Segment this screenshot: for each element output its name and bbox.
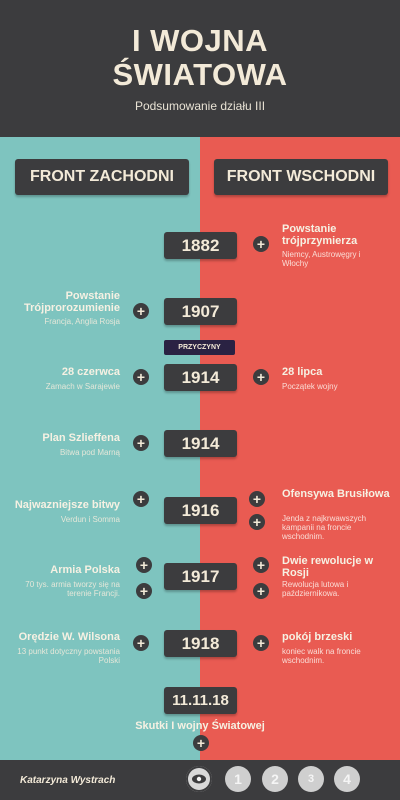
year-1918: 1918 — [164, 630, 237, 657]
event-desc: Verdun i Somma — [60, 515, 120, 524]
author-name: Katarzyna Wystrach — [20, 775, 116, 786]
nav-button-2[interactable]: 2 — [262, 766, 288, 792]
event-title: 28 czerwca — [61, 366, 120, 378]
event-title: Powstanie trójprzymierza — [282, 223, 358, 247]
event-desc: Rewolucja lutowa i październikowa. — [282, 580, 349, 598]
event-title: Dwie rewolucje w Rosji — [282, 555, 374, 579]
plus-icon[interactable]: + — [136, 583, 152, 599]
event-desc: Jenda z najkrwawszych kampanii na fronci… — [282, 514, 367, 541]
event-title: Armia Polska — [50, 564, 120, 576]
nav-button-4[interactable]: 4 — [334, 766, 360, 792]
event-title: Ofensywa Brusiłowa — [282, 488, 390, 500]
event-desc: 13 punkt dotyczny powstania Polski — [17, 647, 120, 665]
header: I WOJNA ŚWIATOWA Podsumowanie działu III — [0, 0, 400, 137]
plus-icon[interactable]: + — [133, 635, 149, 651]
plus-icon[interactable]: + — [136, 557, 152, 573]
event-title: pokój brzeski — [282, 631, 353, 643]
event-title: Powstanie Trójprorozumienie — [24, 290, 120, 314]
plus-icon[interactable]: + — [133, 369, 149, 385]
year-1916: 1916 — [164, 497, 237, 524]
year-1882: 1882 — [164, 232, 237, 259]
event-desc: koniec walk na froncie wschodnim. — [282, 647, 361, 665]
plus-icon[interactable]: + — [249, 514, 265, 530]
nav-button-3[interactable]: 3 — [298, 766, 324, 792]
year-1917: 1917 — [164, 563, 237, 590]
event-desc: Bitwa pod Marną — [59, 448, 120, 457]
event-title: Najwazniejsze bitwy — [14, 499, 120, 511]
event-title: 28 lipca — [282, 366, 323, 378]
event-desc: Początek wojny — [282, 382, 338, 391]
plus-icon[interactable]: + — [193, 735, 209, 751]
western-front-heading: FRONT ZACHODNI — [15, 159, 189, 195]
plus-icon[interactable]: + — [253, 583, 269, 599]
plus-icon[interactable]: + — [253, 557, 269, 573]
year-1907: 1907 — [164, 298, 237, 325]
nav-button-1[interactable]: 1 — [225, 766, 251, 792]
year-1914: 1914 — [164, 364, 237, 391]
page-title-line1: I WOJNA — [131, 23, 269, 58]
plus-icon[interactable]: + — [133, 303, 149, 319]
end-date: 11.11.18 — [164, 687, 237, 714]
plus-icon[interactable]: + — [133, 491, 149, 507]
event-desc: 70 tys. armia tworzy się na terenie Fran… — [25, 580, 120, 598]
plus-icon[interactable]: + — [253, 635, 269, 651]
plus-icon[interactable]: + — [253, 369, 269, 385]
year-1914: 1914 — [164, 430, 237, 457]
eastern-front-heading: FRONT WSCHODNI — [214, 159, 388, 195]
event-desc: Francja, Anglia Rosja — [44, 317, 120, 326]
page-subtitle: Podsumowanie działu III — [134, 99, 266, 113]
event-title: Plan Szlieffena — [42, 432, 120, 444]
causes-badge: PRZYCZYNY — [164, 340, 235, 355]
consequences-label: Skutki I wojny Światowej — [135, 720, 265, 732]
event-title: Orędzie W. Wilsona — [18, 631, 120, 643]
page-title-line2: ŚWIATOWA — [112, 57, 288, 92]
plus-icon[interactable]: + — [253, 236, 269, 252]
event-desc: Niemcy, Austrowęgry i Włochy — [282, 250, 361, 268]
event-desc: Zamach w Sarajewie — [45, 382, 120, 391]
plus-icon[interactable]: + — [249, 491, 265, 507]
eye-icon[interactable] — [186, 766, 212, 792]
plus-icon[interactable]: + — [133, 435, 149, 451]
